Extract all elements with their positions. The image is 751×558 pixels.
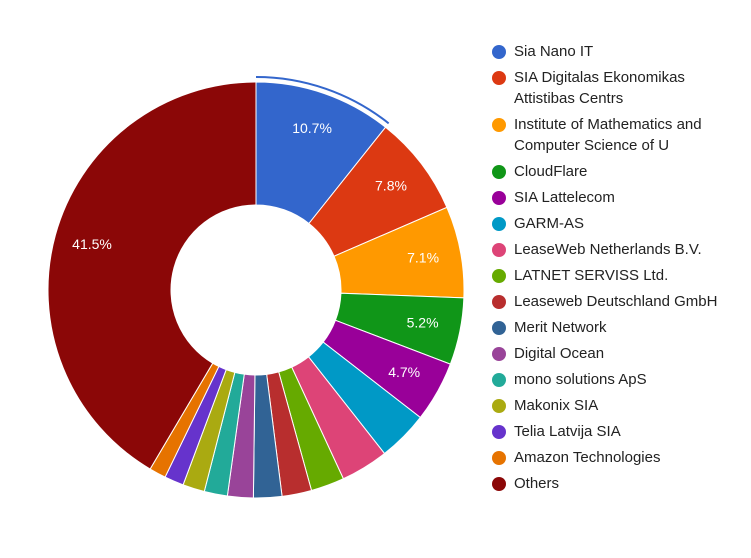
legend-marker — [492, 347, 506, 361]
slice-label: 7.8% — [375, 177, 407, 193]
legend-marker — [492, 118, 506, 132]
legend-label: CloudFlare — [514, 163, 587, 180]
legend-marker — [492, 165, 506, 179]
legend-marker — [492, 243, 506, 257]
slice-label: 10.7% — [292, 120, 332, 136]
legend-label: Leaseweb Deutschland GmbH — [514, 293, 717, 310]
legend-marker — [492, 399, 506, 413]
legend-line: Sia Nano IT — [514, 43, 593, 60]
legend-line: LeaseWeb Netherlands B.V. — [514, 241, 702, 258]
legend-marker — [492, 451, 506, 465]
legend-label: SIA Lattelecom — [514, 189, 615, 206]
legend-line: Institute of Mathematics and — [514, 116, 702, 133]
legend-label: LeaseWeb Netherlands B.V. — [514, 241, 702, 258]
legend-label: Sia Nano IT — [514, 43, 593, 60]
selection-outline — [255, 76, 390, 125]
legend-marker — [492, 269, 506, 283]
slice-label: 7.1% — [407, 249, 439, 265]
legend-line: Digital Ocean — [514, 345, 604, 362]
legend-label: Amazon Technologies — [514, 449, 660, 466]
legend-marker — [492, 425, 506, 439]
legend-marker — [492, 373, 506, 387]
legend-line: CloudFlare — [514, 163, 587, 180]
legend-label: Merit Network — [514, 319, 607, 336]
legend-line: Leaseweb Deutschland GmbH — [514, 293, 717, 310]
legend-line: Telia Latvija SIA — [514, 423, 621, 440]
legend-label: mono solutions ApS — [514, 371, 647, 388]
legend-marker — [492, 321, 506, 335]
legend-label: Makonix SIA — [514, 397, 598, 414]
legend-label: Telia Latvija SIA — [514, 423, 621, 440]
slice-label: 5.2% — [407, 315, 439, 331]
legend-line: Merit Network — [514, 319, 607, 336]
legend-line: Makonix SIA — [514, 397, 598, 414]
slice-label: 41.5% — [72, 236, 112, 252]
legend-line: SIA Digitalas Ekonomikas — [514, 69, 685, 86]
legend-marker — [492, 45, 506, 59]
legend-line: mono solutions ApS — [514, 371, 647, 388]
legend-line: Amazon Technologies — [514, 449, 660, 466]
slice — [47, 81, 257, 470]
legend-marker — [492, 477, 506, 491]
legend-marker — [492, 191, 506, 205]
legend-line: Others — [514, 475, 559, 492]
legend-line: Computer Science of U — [514, 137, 669, 154]
legend-label: SIA Digitalas Ekonomikas Attistibas Centr… — [514, 69, 685, 107]
legend-marker — [492, 217, 506, 231]
legend-line: SIA Lattelecom — [514, 189, 615, 206]
slice-label: 4.7% — [388, 364, 420, 380]
legend-label: Institute of Mathematics and Computer Sci… — [514, 116, 702, 154]
legend-line: Attistibas Centrs — [514, 90, 623, 107]
legend-label: Digital Ocean — [514, 345, 604, 362]
legend-marker — [492, 71, 506, 85]
legend-label: GARM-AS — [514, 215, 584, 232]
legend-line: LATNET SERVISS Ltd. — [514, 267, 668, 284]
legend-marker — [492, 295, 506, 309]
legend-line: GARM-AS — [514, 215, 584, 232]
legend-label: LATNET SERVISS Ltd. — [514, 267, 668, 284]
legend-label: Others — [514, 475, 559, 492]
